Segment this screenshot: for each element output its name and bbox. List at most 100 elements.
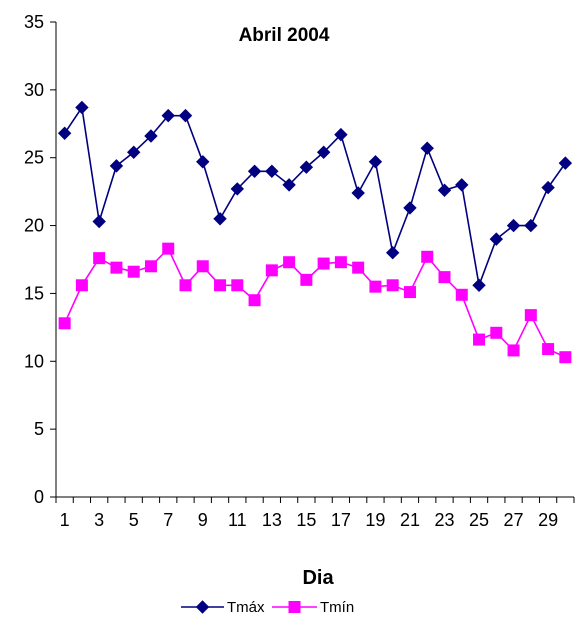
data-point xyxy=(541,180,555,195)
y-tick-label: 10 xyxy=(24,351,44,371)
data-point xyxy=(368,155,383,169)
y-tick-label: 20 xyxy=(24,216,44,236)
x-axis: 1 3 5 7 9 11 13 15 17 19 21 23 25 27 29 xyxy=(55,496,575,530)
legend-item: Tmáx xyxy=(181,599,265,616)
x-tick-label: 15 xyxy=(296,510,316,530)
data-point xyxy=(334,256,347,269)
data-point xyxy=(265,264,278,277)
data-point xyxy=(92,214,106,229)
data-point xyxy=(110,261,123,274)
data-point xyxy=(386,279,399,292)
series-tmin xyxy=(58,242,572,364)
data-point xyxy=(230,182,245,196)
series-line xyxy=(63,247,566,358)
y-axis: 0 5 10 15 20 25 30 35 xyxy=(24,12,57,507)
data-point xyxy=(283,256,296,269)
data-point xyxy=(559,351,572,364)
data-point xyxy=(403,286,416,299)
data-point xyxy=(542,343,555,356)
data-point xyxy=(317,257,330,270)
data-point xyxy=(351,186,365,200)
data-point xyxy=(248,294,261,307)
data-point xyxy=(506,218,521,233)
x-tick-label: 21 xyxy=(400,510,420,530)
data-point xyxy=(282,178,296,192)
legend-item: Tmín xyxy=(272,599,354,616)
legend-marker xyxy=(195,600,210,614)
data-point xyxy=(352,261,365,274)
data-point xyxy=(75,279,88,292)
x-tick-label: 29 xyxy=(538,510,558,530)
y-tick-label: 0 xyxy=(34,487,44,507)
x-tick-label: 3 xyxy=(94,510,104,530)
data-point xyxy=(196,260,209,273)
series-tmax xyxy=(57,100,573,292)
data-point xyxy=(403,201,417,215)
data-point xyxy=(316,145,331,159)
data-point xyxy=(57,126,72,140)
data-point xyxy=(455,178,469,192)
x-tick-label: 19 xyxy=(365,510,385,530)
data-point xyxy=(179,279,192,292)
data-point xyxy=(144,260,157,273)
data-point xyxy=(58,317,71,330)
data-point xyxy=(162,242,175,255)
data-point xyxy=(437,183,452,197)
x-tick-label: 27 xyxy=(504,510,524,530)
data-point xyxy=(126,145,141,159)
data-point xyxy=(93,252,106,265)
data-point xyxy=(247,164,262,178)
data-point xyxy=(213,212,227,226)
data-point xyxy=(421,250,434,263)
chart-title: Abril 2004 xyxy=(239,25,330,46)
data-point xyxy=(507,344,520,357)
x-tick-label: 17 xyxy=(331,510,351,530)
legend-marker xyxy=(288,601,301,613)
data-point xyxy=(196,155,210,169)
data-point xyxy=(127,265,140,278)
legend: Tmáx Tmín xyxy=(181,599,354,616)
data-point xyxy=(178,108,193,123)
data-point xyxy=(109,159,124,173)
data-point xyxy=(231,279,244,292)
y-tick-label: 30 xyxy=(24,80,44,100)
x-axis-title: Dia xyxy=(302,567,334,589)
data-point xyxy=(420,141,434,155)
x-tick-label: 25 xyxy=(469,510,489,530)
y-tick-label: 35 xyxy=(24,12,44,32)
x-tick-label: 1 xyxy=(60,510,70,530)
data-point xyxy=(473,333,486,346)
y-tick-label: 5 xyxy=(34,419,44,439)
data-point xyxy=(144,129,158,143)
data-point xyxy=(558,156,573,170)
series-line xyxy=(63,105,567,289)
x-tick-label: 13 xyxy=(262,510,282,530)
data-point xyxy=(299,160,314,174)
data-point xyxy=(300,273,313,286)
legend-label: Tmáx xyxy=(227,599,265,616)
y-tick-label: 15 xyxy=(24,283,44,303)
data-point xyxy=(490,326,503,339)
x-tick-label: 11 xyxy=(228,510,247,530)
legend-label: Tmín xyxy=(320,599,354,616)
data-point xyxy=(472,278,486,292)
x-tick-label: 7 xyxy=(163,510,173,530)
data-point xyxy=(75,100,89,115)
y-tick-label: 25 xyxy=(24,148,44,168)
data-point xyxy=(385,246,400,260)
data-point xyxy=(524,218,538,233)
x-tick-label: 9 xyxy=(198,510,208,530)
data-point xyxy=(524,309,537,322)
data-point xyxy=(161,108,175,123)
series-layer xyxy=(57,100,573,364)
data-point xyxy=(214,279,227,292)
x-tick-label: 5 xyxy=(129,510,139,530)
data-point xyxy=(489,232,504,246)
data-point xyxy=(265,164,279,178)
data-point xyxy=(369,280,382,293)
data-point xyxy=(438,271,451,284)
x-tick-label: 23 xyxy=(434,510,454,530)
data-point xyxy=(334,127,348,142)
data-point xyxy=(455,288,468,301)
